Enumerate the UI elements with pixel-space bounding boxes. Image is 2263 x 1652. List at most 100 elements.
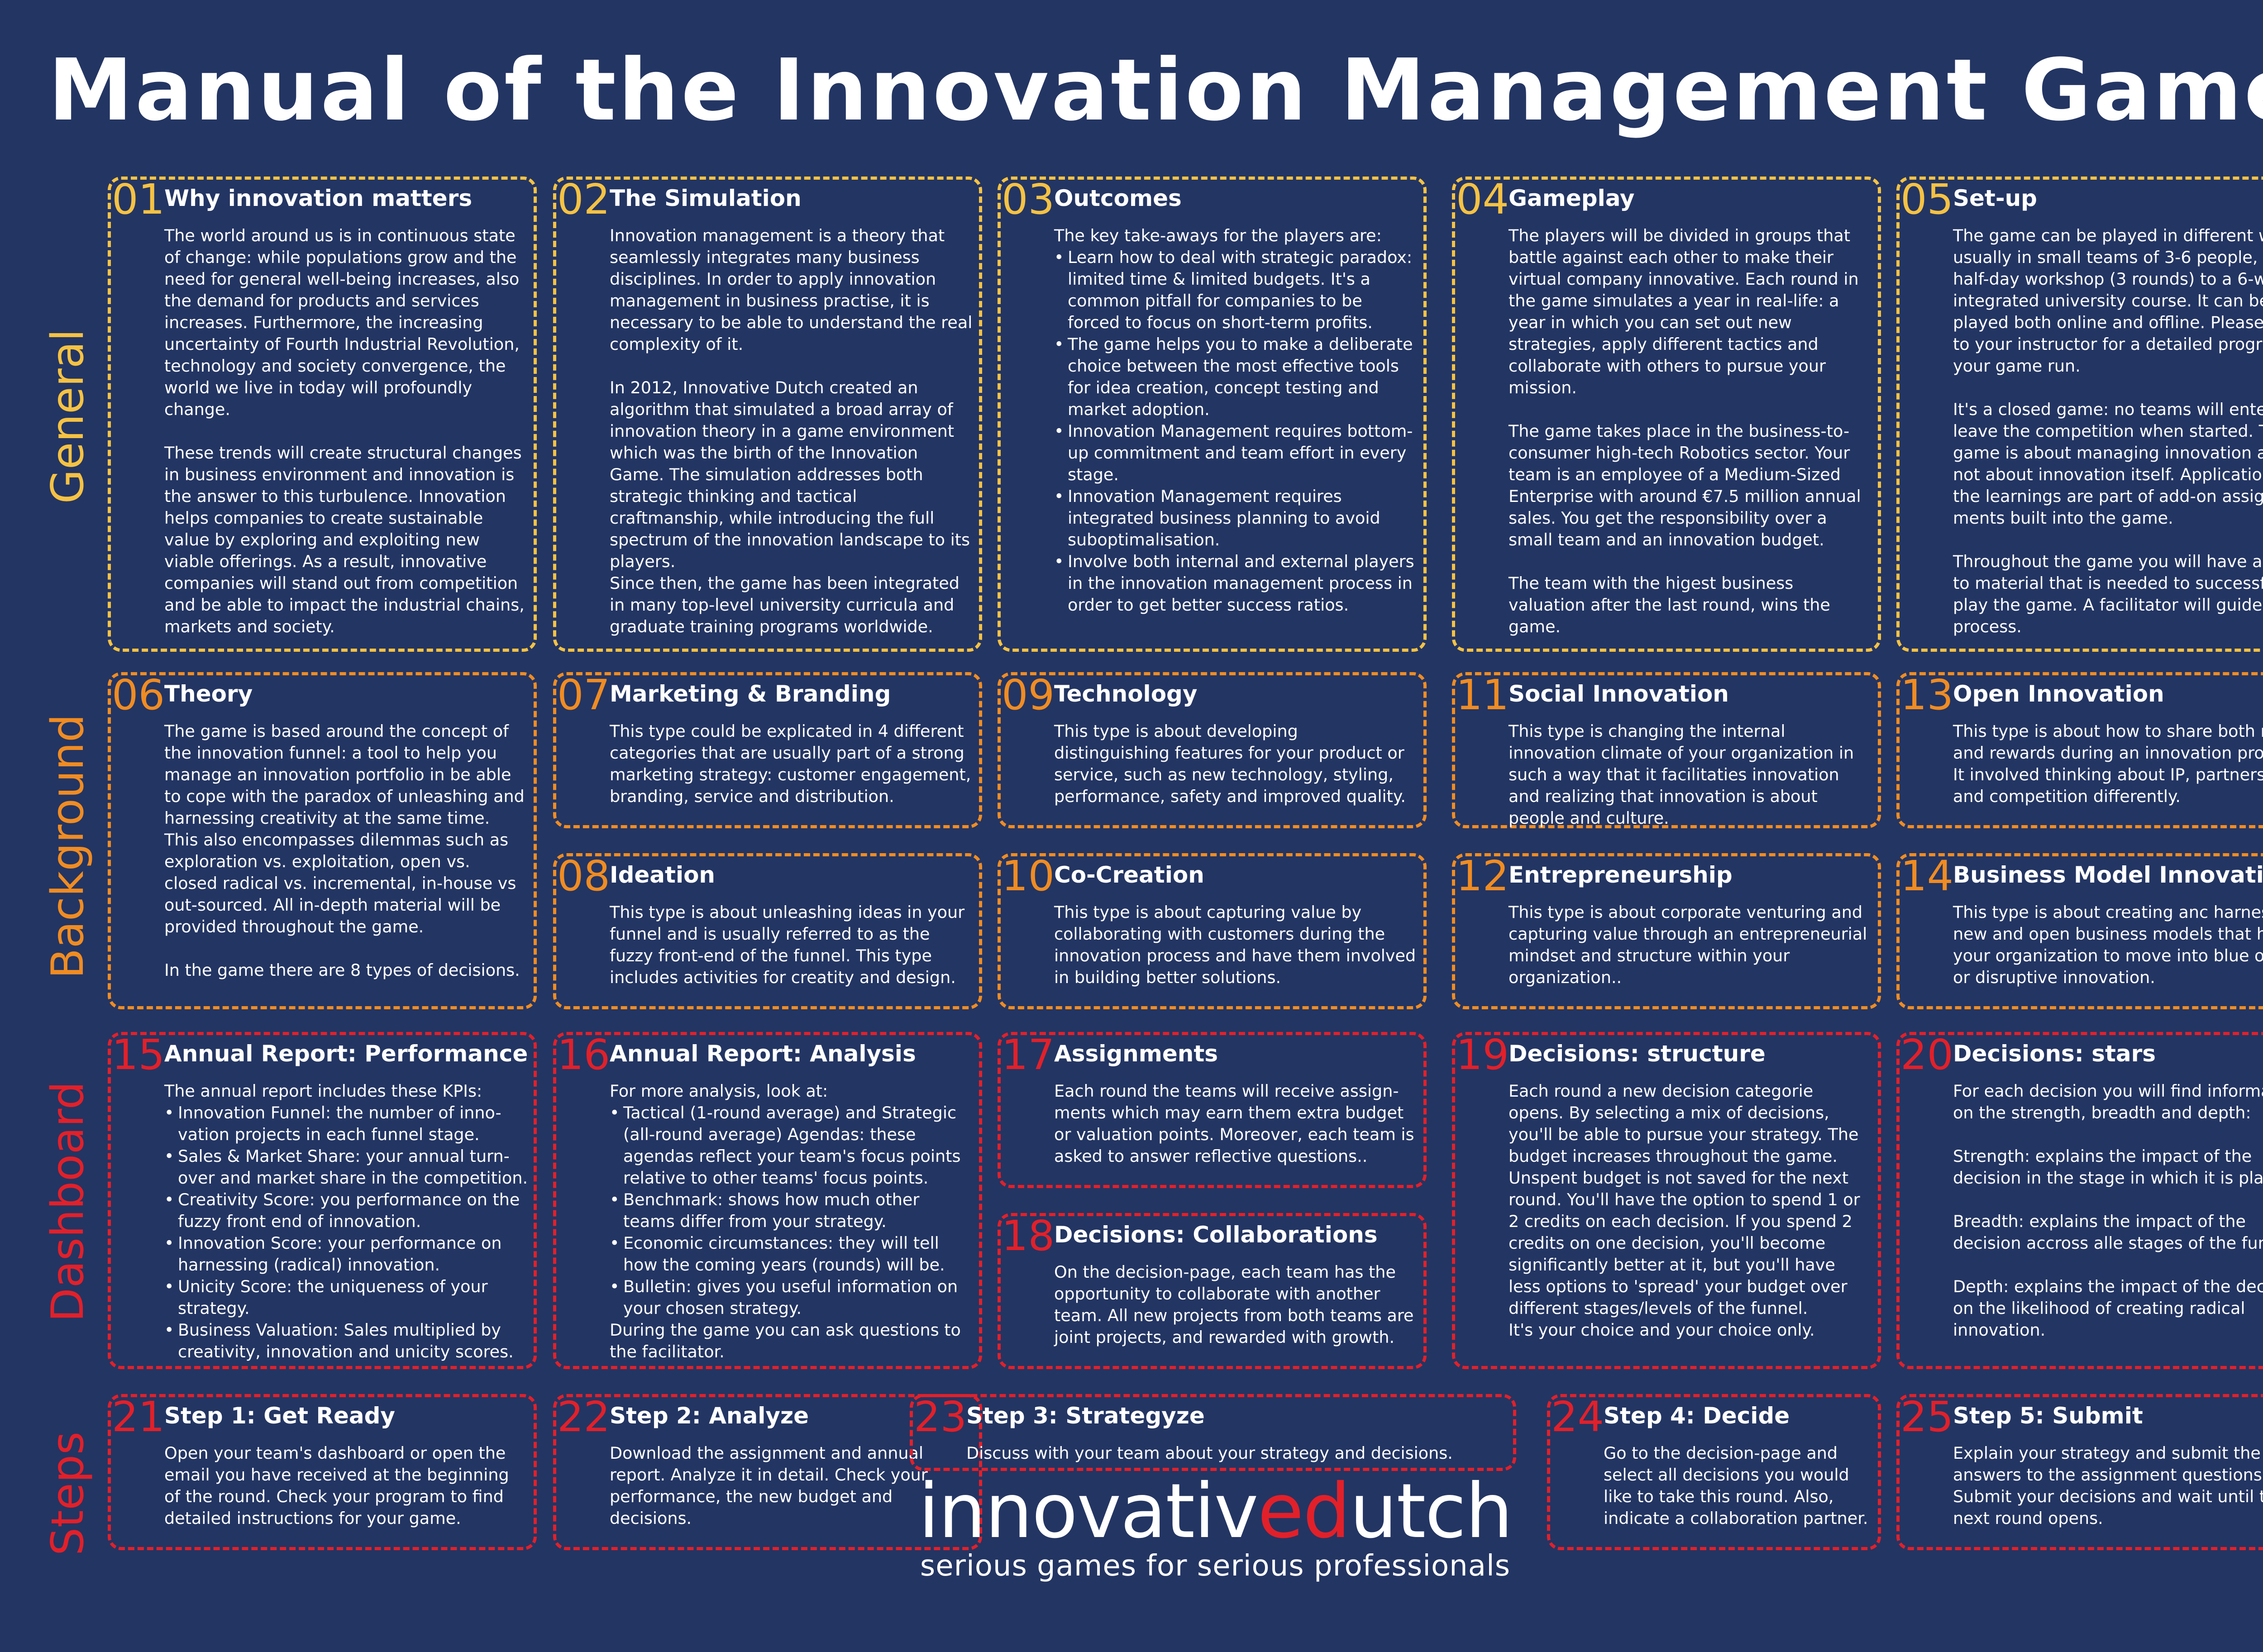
card-step-get-ready: 21 Step 1: Get Ready Open your team's da…	[108, 1394, 537, 1550]
card-body: This type is about how to share both ris…	[1953, 721, 2263, 806]
card-number: 05	[1900, 175, 1954, 224]
card-step-submit: 25 Step 5: Submit Explain your strategy …	[1896, 1394, 2263, 1550]
list-item: Learn how to deal with strategic paradox…	[1054, 247, 1418, 334]
card-title: Decisions: structure	[1509, 1041, 1766, 1067]
list-item: Benchmark: shows how much other teams di…	[610, 1189, 974, 1232]
list-item: Creativity Score: you performance on the…	[164, 1189, 528, 1232]
card-body: The game is based around the concept of …	[164, 721, 525, 980]
card-number: 16	[557, 1031, 611, 1079]
innovative-dutch-logo: innovativedutch serious games for seriou…	[912, 1473, 1518, 1582]
card-title: Decisions: Collaborations	[1054, 1222, 1378, 1248]
card-number: 21	[112, 1393, 165, 1441]
card-title: Open Innovation	[1953, 681, 2164, 707]
card-number: 22	[557, 1393, 611, 1441]
card-number: 02	[557, 175, 611, 224]
row-label-background: Background	[42, 714, 94, 979]
row-label-general: General	[42, 329, 94, 504]
card-co-creation: 10 Co-Creation This type is about captur…	[998, 853, 1427, 1009]
card-outcomes: 03 Outcomes The key take-aways for the p…	[998, 177, 1427, 652]
card-body: Open your team's dashboard or open the e…	[164, 1443, 509, 1528]
card-body: For each decision you will find informat…	[1953, 1081, 2263, 1340]
card-title: Gameplay	[1509, 185, 1635, 211]
card-number: 13	[1900, 671, 1954, 719]
card-title: Theory	[164, 681, 253, 707]
card-title: Technology	[1054, 681, 1198, 707]
card-annual-report-analysis: 16 Annual Report: Analysis For more anal…	[553, 1032, 982, 1369]
card-number: 07	[557, 671, 611, 719]
card-body: This type could be explicated in 4 diffe…	[610, 721, 971, 806]
card-number: 20	[1900, 1031, 1954, 1079]
card-body: Each round the teams will receive assign…	[1054, 1081, 1414, 1166]
logo-accent: ed	[1257, 1468, 1351, 1555]
card-title: Step 3: Strategyze	[966, 1403, 1205, 1429]
card-set-up: 05 Set-up The game can be played in diff…	[1896, 177, 2263, 652]
card-the-simulation: 02 The Simulation Innovation management …	[553, 177, 982, 652]
card-open-innovation: 13 Open Innovation This type is about ho…	[1896, 672, 2263, 828]
card-body: On the decision-page, each team has the …	[1054, 1262, 1414, 1347]
card-number: 15	[112, 1031, 165, 1079]
card-body: The players will be divided in groups th…	[1509, 226, 1861, 636]
list-item: The game helps you to make a deliberate …	[1054, 334, 1418, 420]
card-body: This type is about corporate venturing a…	[1509, 902, 1867, 987]
list-item: Innovation Funnel: the number of inno-va…	[164, 1102, 528, 1146]
list-item: Business Valuation: Sales multiplied by …	[164, 1319, 528, 1363]
card-title: Step 2: Analyze	[610, 1403, 809, 1429]
card-business-model-innovation: 14 Business Model Innovation This type i…	[1896, 853, 2263, 1009]
card-ideation: 08 Ideation This type is about unleashin…	[553, 853, 982, 1009]
card-step-analyze: 22 Step 2: Analyze Download the assignme…	[553, 1394, 982, 1550]
list-item: Sales & Market Share: your annual turn-o…	[164, 1146, 528, 1189]
list-outro: During the game you can ask questions to…	[610, 1320, 961, 1361]
card-title: Marketing & Branding	[610, 681, 891, 707]
card-body: This type is about capturing value by co…	[1054, 902, 1416, 987]
card-body: This type is about creating anc harnessi…	[1953, 902, 2263, 987]
card-title: The Simulation	[610, 185, 802, 211]
card-title: Annual Report: Performance	[164, 1041, 528, 1067]
card-decisions-collaborations: 18 Decisions: Collaborations On the deci…	[998, 1213, 1427, 1369]
card-title: Decisions: stars	[1953, 1041, 2156, 1067]
card-body: This type is about developing distinguis…	[1054, 721, 1406, 806]
card-title: Outcomes	[1054, 185, 1182, 211]
card-number: 04	[1456, 175, 1509, 224]
card-number: 11	[1456, 671, 1509, 719]
card-number: 10	[1002, 852, 1055, 900]
card-number: 09	[1002, 671, 1055, 719]
logo-wordmark: innovativedutch	[912, 1473, 1518, 1550]
card-title: Set-up	[1953, 185, 2037, 211]
card-title: Annual Report: Analysis	[610, 1041, 916, 1067]
card-body: Download the assignment and annual repor…	[610, 1443, 928, 1528]
list-item: Unicity Score: the uniqueness of your st…	[164, 1276, 528, 1319]
card-number: 17	[1002, 1031, 1055, 1079]
list-item: Bulletin: gives you useful information o…	[610, 1276, 974, 1319]
card-social-innovation: 11 Social Innovation This type is changi…	[1452, 672, 1881, 828]
list-item: Tactical (1-round average) and Strategic…	[610, 1102, 974, 1189]
card-decisions-structure: 19 Decisions: structure Each round a new…	[1452, 1032, 1881, 1369]
logo-part-2: utch	[1350, 1468, 1513, 1555]
card-annual-report-performance: 15 Annual Report: Performance The annual…	[108, 1032, 537, 1369]
card-body: Discuss with your team about your strate…	[966, 1443, 1453, 1463]
analysis-list: For more analysis, look at: Tactical (1-…	[610, 1080, 974, 1363]
logo-tagline: serious games for serious professionals	[920, 1549, 1511, 1583]
card-title: Step 1: Get Ready	[164, 1403, 396, 1429]
card-title: Step 5: Submit	[1953, 1403, 2143, 1429]
row-label-dashboard: Dashboard	[42, 1081, 94, 1322]
card-title: Ideation	[610, 862, 716, 888]
row-label-steps: Steps	[42, 1431, 94, 1556]
card-body: The game can be played in different ways…	[1953, 226, 2263, 636]
page-title: Manual of the Innovation Management Game	[48, 41, 2263, 140]
card-body: Innovation management is a theory that s…	[610, 226, 973, 636]
card-technology: 09 Technology This type is about develop…	[998, 672, 1427, 828]
list-item: Innovation Management requires integrate…	[1054, 486, 1418, 551]
card-number: 06	[112, 671, 165, 719]
card-number: 24	[1551, 1393, 1604, 1441]
card-number: 03	[1002, 175, 1055, 224]
list-intro: The annual report includes these KPIs:	[164, 1081, 482, 1101]
card-step-decide: 24 Step 4: Decide Go to the decision-pag…	[1547, 1394, 1881, 1550]
list-item: Involve both internal and external playe…	[1054, 551, 1418, 616]
list-item: Innovation Management requires bottom-up…	[1054, 420, 1418, 486]
card-step-strategyze: 23 Step 3: Strategyze Discuss with your …	[910, 1394, 1516, 1471]
card-number: 01	[112, 175, 165, 224]
card-title: Social Innovation	[1509, 681, 1729, 707]
list-intro: The key take-aways for the players are:	[1054, 226, 1382, 245]
outcomes-list: The key take-aways for the players are: …	[1054, 225, 1418, 616]
card-number: 08	[557, 852, 611, 900]
